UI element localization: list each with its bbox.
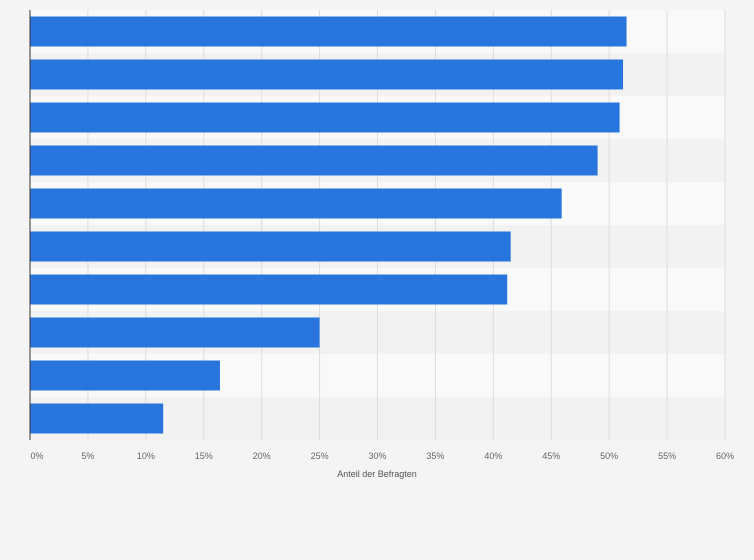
- bar: [30, 274, 508, 305]
- x-tick-label: 20%: [253, 451, 271, 461]
- x-axis-title: Anteil der Befragten: [337, 469, 417, 479]
- bar: [30, 231, 511, 262]
- x-tick-label: 45%: [542, 451, 560, 461]
- x-tick-label: 55%: [658, 451, 676, 461]
- bar: [30, 188, 562, 219]
- bar: [30, 317, 320, 348]
- x-tick-label: 0%: [30, 451, 43, 461]
- bar: [30, 403, 164, 434]
- bar: [30, 59, 624, 90]
- bar: [30, 360, 220, 391]
- x-tick-label: 60%: [716, 451, 734, 461]
- x-tick-label: 35%: [426, 451, 444, 461]
- x-tick-label: 25%: [311, 451, 329, 461]
- x-tick-label: 5%: [81, 451, 94, 461]
- bar: [30, 16, 627, 47]
- x-tick-label: 50%: [600, 451, 618, 461]
- x-tick-label: 10%: [137, 451, 155, 461]
- x-tick-label: 15%: [195, 451, 213, 461]
- bar: [30, 102, 620, 133]
- bars: [30, 16, 627, 434]
- x-tick-label: 30%: [368, 451, 386, 461]
- x-tick-label: 40%: [484, 451, 502, 461]
- bar: [30, 145, 598, 176]
- x-tick-labels: 0% 5% 10% 15% 20% 25% 30% 35% 40% 45% 50% 55% 60%: [30, 451, 734, 461]
